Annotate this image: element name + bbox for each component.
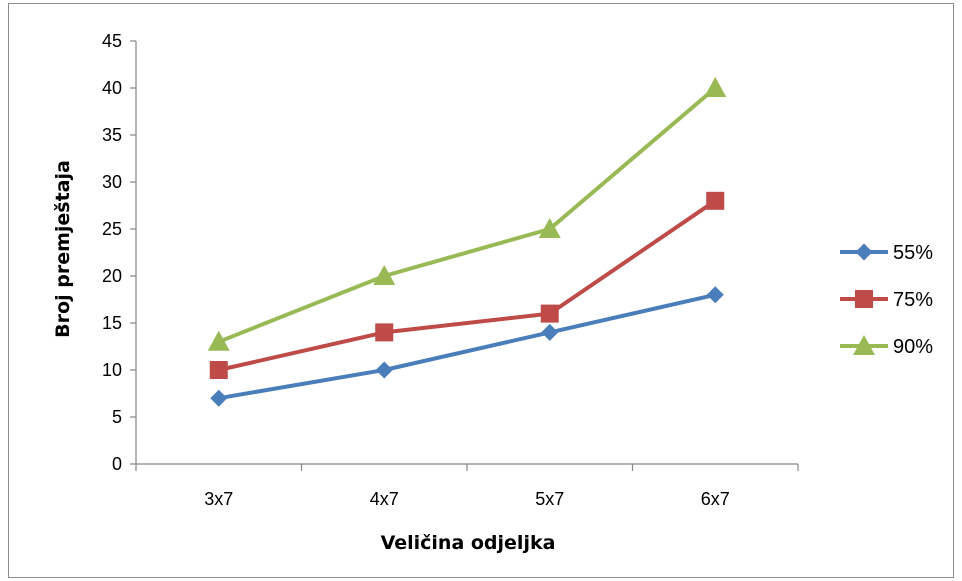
legend-label: 90% [893,336,933,358]
x-axis-title: Veličina odjeljka [381,532,556,554]
y-tick-label: 5 [112,407,122,427]
legend-label: 55% [893,242,933,264]
y-axis: 0 5 10 15 20 25 30 35 40 45 [102,31,137,474]
data-point [704,77,727,97]
y-tick-label: 25 [102,219,122,239]
data-point [540,304,559,323]
y-tick-label: 40 [102,78,122,98]
data-point [706,191,725,210]
legend-entry: 75% [840,289,933,311]
series-line [218,86,717,344]
x-tick-label: 6x7 [701,489,730,509]
series-diamond [210,286,724,407]
legend-marker [855,243,873,261]
legend-label: 75% [893,289,933,311]
data-point [541,323,559,341]
y-tick-label: 45 [102,31,122,51]
series-line [218,199,717,372]
series-layer [207,77,727,407]
series-triangle [207,77,727,351]
y-tick-label: 15 [102,313,122,333]
legend-marker [853,335,875,355]
x-tick-label: 4x7 [370,489,399,509]
series-square [209,191,725,379]
y-tick-label: 20 [102,266,122,286]
data-point [209,361,228,379]
data-point [373,265,396,285]
legend: 55% 75% 90% [840,242,933,358]
data-point [538,218,561,238]
legend-entry: 55% [840,242,933,264]
data-point [210,389,228,407]
legend-entry: 90% [840,335,933,358]
data-point [375,361,393,379]
y-axis-title: Broj premještaja [52,160,74,338]
series-line [218,292,716,401]
y-tick-label: 0 [112,454,122,474]
data-point [207,330,230,351]
data-point [375,323,394,342]
y-tick-label: 10 [102,360,122,380]
data-point [706,286,724,304]
x-tick-label: 3x7 [204,489,233,509]
y-tick-label: 30 [102,172,122,192]
chart-area [8,3,954,578]
legend-marker [855,290,873,308]
x-axis: 3x7 4x7 5x7 6x7 [135,463,799,509]
x-tick-label: 5x7 [535,489,564,509]
y-tick-label: 35 [102,125,122,145]
